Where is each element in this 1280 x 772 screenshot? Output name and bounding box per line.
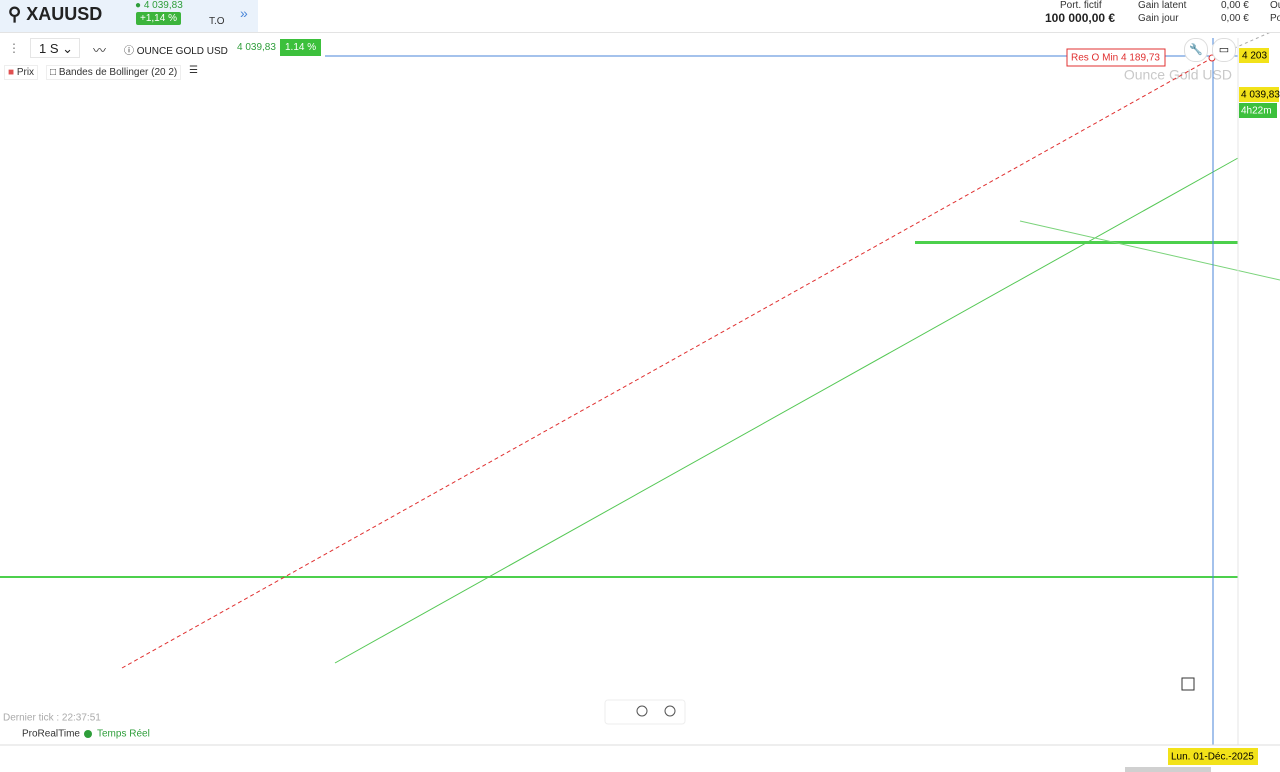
instrument: ⓘ OUNCE GOLD USD — [124, 46, 228, 57]
portfolio-value: 100 000,00 € — [1045, 11, 1116, 25]
level-box — [1239, 48, 1269, 63]
instrument-text: OUNCE GOLD USD — [136, 46, 228, 57]
res-box — [1066, 48, 1166, 67]
date-box — [1168, 748, 1258, 765]
price-text: 4 039,83 — [143, 0, 183, 11]
drag-handle[interactable]: ⋮ — [8, 41, 20, 55]
trend-line — [1019, 220, 1280, 281]
scrollbar[interactable] — [1125, 767, 1211, 772]
symbol[interactable]: ⚲ XAUUSD — [8, 4, 103, 24]
timeframe-text: 1 S — [39, 41, 59, 56]
last-tick: Dernier tick : 22:37:51 — [3, 713, 101, 724]
legend-menu[interactable]: ☰ — [189, 65, 198, 76]
day-gain-label: Gain jour — [1138, 13, 1179, 24]
tools[interactable]: 🔧 — [1184, 38, 1208, 62]
zoom-bar — [604, 699, 686, 725]
portfolio-label: Port. fictif — [1060, 0, 1102, 11]
symbol-text: XAUUSD — [26, 4, 103, 24]
crosshair-date: Lun. 01-Déc.-2025 — [1171, 752, 1254, 763]
cut-label: Ou — [1270, 0, 1280, 11]
order-button[interactable]: T.O — [209, 16, 225, 27]
trend-line — [334, 157, 1239, 664]
last-price-box — [1239, 87, 1279, 102]
timeframe[interactable]: 1 S ⌄ — [30, 38, 80, 58]
countdown-box — [1239, 103, 1277, 118]
cut-label: Po — [1270, 13, 1280, 24]
brand: ProRealTime — [22, 729, 80, 740]
countdown: 4h22m — [1241, 106, 1272, 117]
legend-text: Bandes de Bollinger (20 2) — [58, 67, 178, 78]
last-price: 4 039,83 — [1241, 90, 1280, 101]
window[interactable]: ▭ — [1212, 38, 1236, 62]
unrealized-value: 0,00 € — [1221, 0, 1249, 11]
level-price: 4 203 — [1242, 51, 1267, 62]
indicator-button[interactable]: 〰 — [93, 43, 107, 58]
header-change: +1,14 % — [136, 12, 181, 25]
legend-item[interactable]: □ Bandes de Bollinger (20 2) — [46, 65, 182, 80]
toolbar-price: 4 039,83 — [237, 42, 276, 53]
realtime-dot — [84, 730, 92, 738]
watermark: Ounce Gold USD — [1124, 67, 1232, 83]
day-gain-value: 0,00 € — [1221, 13, 1249, 24]
symbol-box — [0, 0, 258, 32]
info-icon[interactable] — [1181, 677, 1195, 691]
unrealized-label: Gain latent — [1138, 0, 1187, 11]
legend-item[interactable]: ■ Prix — [4, 65, 39, 80]
toolbar-change: 1.14 % — [280, 39, 322, 56]
zoom-out[interactable] — [636, 705, 648, 717]
zoom-in[interactable] — [664, 705, 676, 717]
legend-text: Prix — [16, 67, 35, 78]
dashed-trend-line — [121, 57, 1213, 669]
expand[interactable]: » — [240, 5, 248, 21]
res-label: Res O Min 4 189,73 — [1071, 53, 1160, 64]
header-price: ● 4 039,83 — [135, 0, 183, 11]
realtime: Temps Réel — [97, 729, 150, 740]
